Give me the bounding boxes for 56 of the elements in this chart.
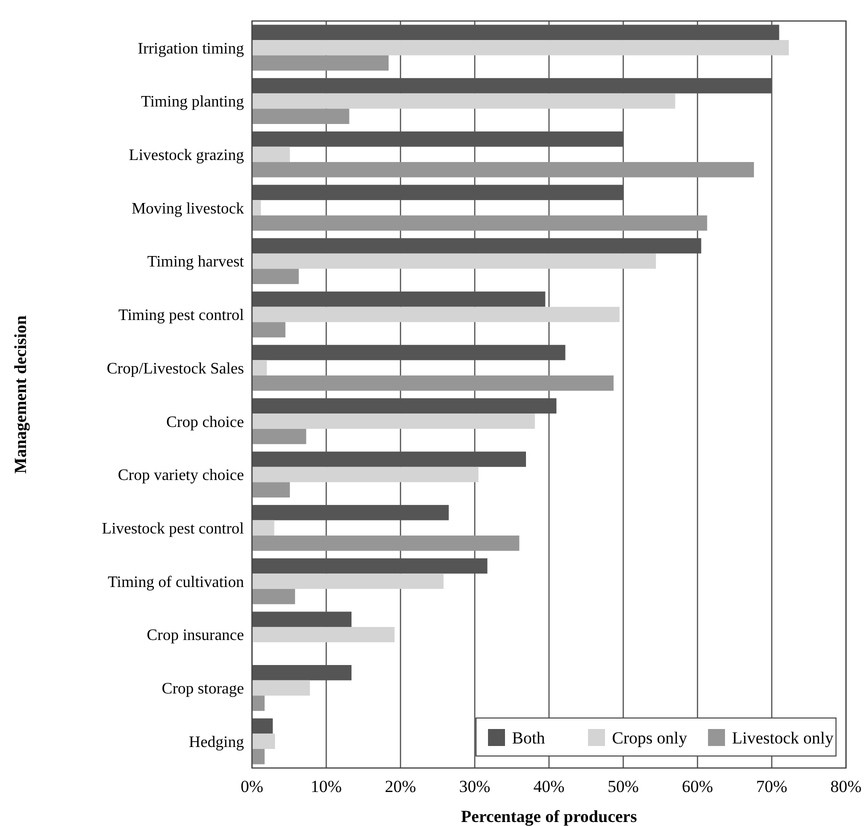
y-tick-label: Timing planting (141, 94, 244, 111)
bar (252, 696, 265, 711)
y-tick-label: Livestock grazing (128, 146, 244, 164)
bar (252, 268, 299, 284)
x-tick-label: 30% (459, 777, 490, 796)
y-tick-label: Timing of cultivation (108, 574, 244, 591)
bar (252, 146, 290, 162)
y-tick-label: Crop insurance (146, 627, 244, 644)
bar (252, 306, 620, 322)
bar (252, 40, 789, 56)
bar (252, 574, 444, 589)
bar (252, 414, 535, 429)
legend-label: Livestock only (732, 728, 834, 748)
bar (252, 734, 276, 749)
bar (252, 482, 290, 498)
x-tick-label: 80% (830, 777, 862, 796)
bar (252, 588, 296, 604)
legend-label: Both (512, 728, 546, 748)
bar (252, 200, 261, 216)
y-tick-label: Timing harvest (147, 254, 245, 271)
bar (252, 162, 754, 178)
y-tick-label: Crop choice (166, 414, 244, 431)
bar (252, 680, 310, 696)
bar (252, 718, 273, 734)
x-tick-label: 60% (682, 777, 714, 796)
bar (252, 466, 478, 482)
y-tick-label: Crop variety choice (118, 467, 244, 484)
bar (252, 520, 274, 536)
x-axis-title: Percentage of producers (461, 807, 638, 826)
x-tick-label: 0% (240, 777, 264, 796)
x-tick-label: 40% (533, 777, 565, 796)
legend-label: Crops only (612, 728, 688, 748)
y-tick-label: Timing pest control (118, 307, 245, 324)
y-tick-label: Crop storage (162, 680, 244, 698)
bar (252, 253, 656, 269)
y-tick-label: Irrigation timing (138, 40, 244, 58)
bar (252, 360, 267, 376)
y-tick-label: Moving livestock (132, 200, 244, 218)
y-tick-label: Crop/Livestock Sales (106, 360, 244, 378)
bar (252, 108, 350, 124)
bar (252, 93, 676, 109)
x-tick-label: 70% (756, 777, 788, 796)
x-tick-label: 50% (608, 777, 639, 796)
bar (252, 536, 520, 551)
bar (252, 375, 614, 391)
bar (252, 748, 265, 764)
x-tick-label: 20% (384, 777, 416, 796)
bar (252, 322, 286, 338)
bar (252, 55, 389, 71)
bar (252, 215, 708, 231)
y-tick-label: Livestock pest control (102, 520, 245, 538)
x-tick-label: 10% (310, 777, 342, 796)
bar (252, 626, 395, 642)
bar (252, 428, 306, 444)
y-tick-label: Hedging (188, 734, 244, 751)
y-axis-title: Management decision (11, 314, 30, 474)
